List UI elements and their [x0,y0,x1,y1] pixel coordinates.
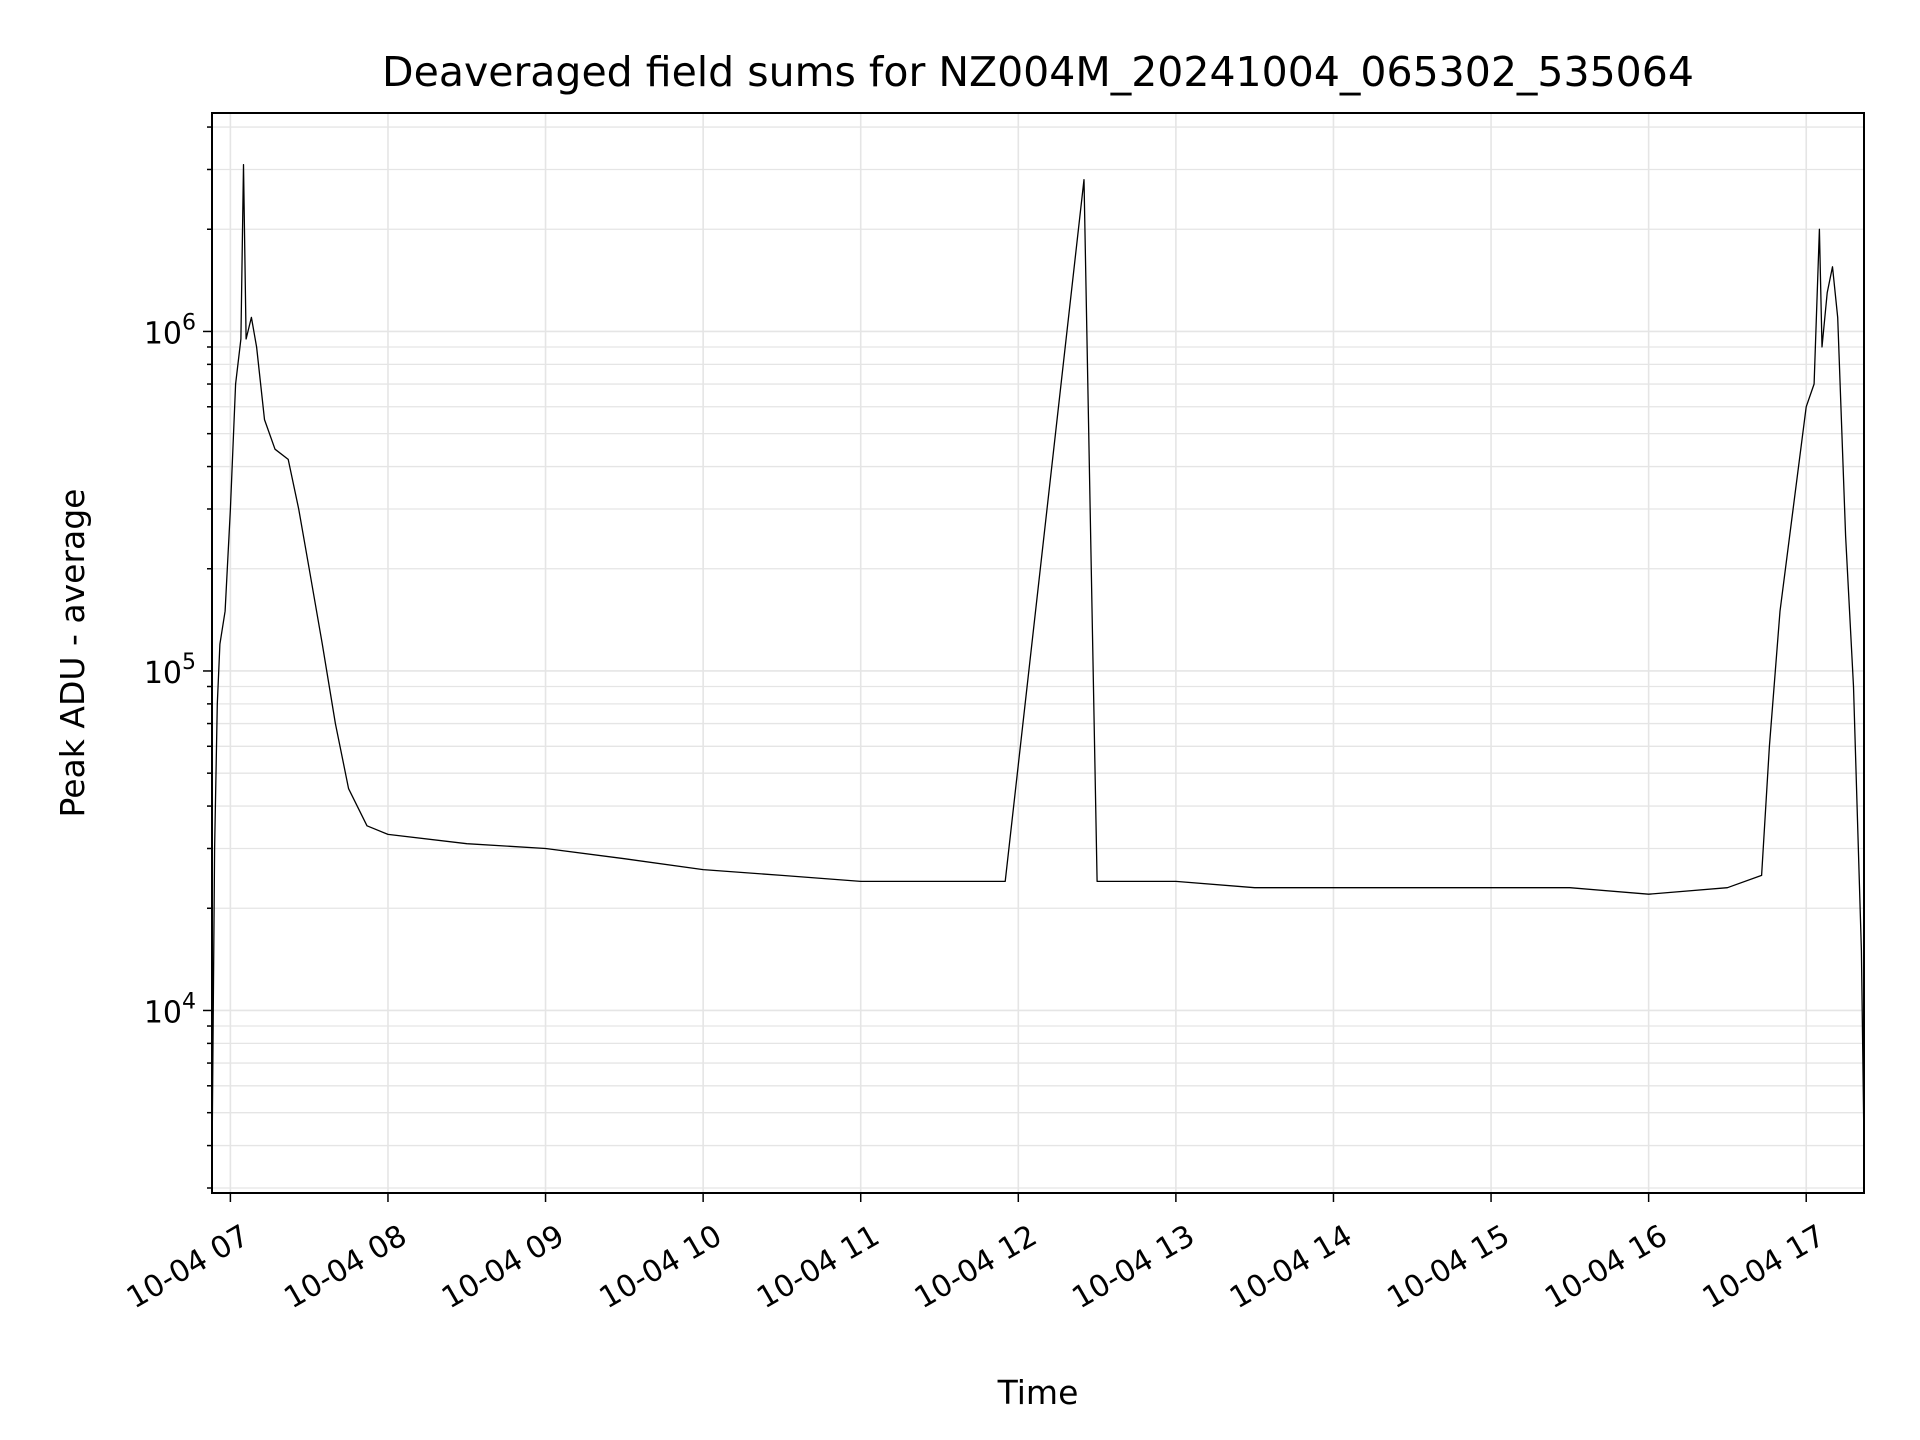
y-tick-exponent: 4 [182,989,196,1014]
chart-title: Deaveraged field sums for NZ004M_2024100… [382,48,1694,96]
series-line [211,163,1865,1166]
y-tick-exponent: 5 [182,650,196,675]
grid-layer [212,113,1864,1193]
x-axis-label: Time [997,1373,1079,1412]
plot-frame [211,112,1865,1194]
y-tick-exponent: 6 [182,310,196,335]
y-axis-label: Peak ADU - average [53,489,92,818]
plot-layer [211,163,1865,1166]
